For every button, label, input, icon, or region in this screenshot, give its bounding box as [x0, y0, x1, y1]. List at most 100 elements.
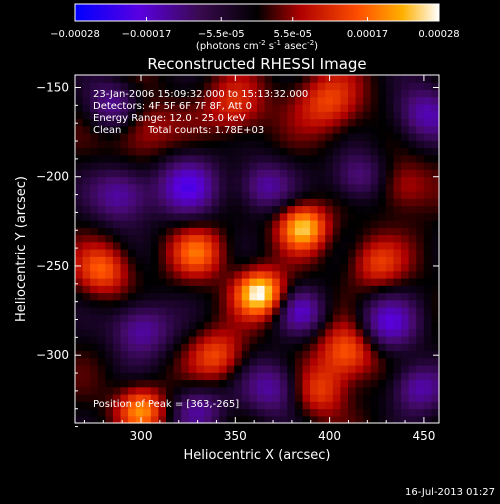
heatmap-cell — [401, 183, 410, 192]
x-tick-label: 400 — [318, 429, 341, 443]
heatmap-cell — [431, 125, 440, 134]
heatmap-cell — [82, 183, 91, 192]
heatmap-cell — [120, 415, 129, 424]
heatmap-cell — [241, 408, 251, 417]
heatmap-cell — [279, 401, 288, 410]
heatmap-cell — [340, 118, 349, 127]
heatmap-cell — [158, 321, 167, 330]
heatmap-cell — [416, 147, 425, 156]
heatmap-cell — [90, 205, 99, 214]
heatmap-cell — [128, 154, 137, 163]
heatmap-cell — [219, 408, 228, 417]
heatmap-cell — [363, 379, 372, 388]
heatmap-cell — [90, 125, 99, 134]
heatmap-cell — [105, 285, 114, 294]
heatmap-cell — [310, 140, 319, 149]
heatmap-cell — [128, 394, 137, 402]
heatmap-cell — [219, 125, 228, 134]
heatmap-cell — [378, 249, 387, 257]
heatmap-cell — [294, 147, 304, 156]
heatmap-cell — [332, 183, 342, 192]
heatmap-cell — [431, 220, 440, 228]
heatmap-cell — [401, 278, 410, 286]
heatmap-cell — [135, 162, 144, 170]
heatmap-cell — [97, 82, 106, 91]
heatmap-cell — [355, 350, 364, 359]
heatmap-cell — [249, 343, 258, 352]
heatmap-cell — [340, 227, 349, 236]
heatmap-cell — [203, 147, 213, 156]
heatmap-cell — [340, 96, 349, 105]
heatmap-cell — [158, 147, 167, 156]
heatmap-cell — [385, 75, 395, 83]
heatmap-cell — [241, 263, 251, 272]
heatmap-cell — [317, 125, 326, 134]
heatmap-cell — [416, 263, 425, 272]
heatmap-cell — [317, 263, 326, 272]
heatmap-cell — [90, 336, 99, 344]
heatmap-cell — [112, 336, 122, 344]
heatmap-cell — [325, 125, 334, 134]
heatmap-cell — [423, 147, 433, 156]
heatmap-cell — [90, 234, 99, 243]
heatmap-cell — [431, 133, 440, 141]
heatmap-cell — [173, 278, 182, 286]
heatmap-cell — [385, 133, 395, 141]
heatmap-cell — [340, 394, 349, 402]
heatmap-cell — [90, 314, 99, 323]
heatmap-cell — [385, 285, 395, 294]
heatmap-cell — [302, 147, 311, 156]
heatmap-cell — [203, 198, 213, 207]
heatmap-cell — [203, 408, 213, 417]
heatmap-cell — [287, 285, 296, 294]
heatmap-cell — [385, 278, 395, 286]
heatmap-cell — [203, 154, 213, 163]
heatmap-cell — [416, 307, 425, 315]
heatmap-cell — [393, 386, 402, 395]
heatmap-cell — [188, 104, 197, 112]
heatmap-cell — [332, 234, 342, 243]
heatmap-cell — [234, 394, 243, 402]
heatmap-cell — [75, 241, 84, 250]
heatmap-cell — [317, 89, 326, 98]
heatmap-cell — [75, 234, 84, 243]
heatmap-cell — [150, 227, 160, 236]
heatmap-cell — [105, 386, 114, 395]
heatmap-cell — [325, 249, 334, 257]
heatmap-cell — [150, 125, 160, 134]
heatmap-cell — [226, 343, 235, 352]
heatmap-cell — [120, 292, 129, 301]
heatmap-cell — [348, 82, 357, 91]
heatmap-cell — [150, 307, 160, 315]
heatmap-cell — [166, 147, 175, 156]
heatmap-cell — [97, 263, 106, 272]
heatmap-cell — [370, 191, 379, 199]
heatmap-cell — [135, 75, 144, 83]
heatmap-cell — [181, 162, 190, 170]
heatmap-cell — [370, 357, 379, 366]
heatmap-cell — [325, 96, 334, 105]
heatmap-cell — [332, 299, 342, 308]
heatmap-cell — [234, 234, 243, 243]
heatmap-cell — [226, 299, 235, 308]
heatmap-cell — [181, 343, 190, 352]
heatmap-cell — [423, 328, 433, 337]
heatmap-cell — [188, 234, 197, 243]
heatmap-cell — [317, 111, 326, 120]
heatmap-cell — [340, 75, 349, 83]
heatmap-cell — [226, 75, 235, 83]
heatmap-cell — [82, 357, 91, 366]
heatmap-cell — [249, 357, 258, 366]
heatmap-cell — [188, 96, 197, 105]
heatmap-cell — [249, 278, 258, 286]
heatmap-cell — [135, 234, 144, 243]
heatmap-cell — [219, 234, 228, 243]
heatmap-cell — [226, 133, 235, 141]
heatmap-cell — [423, 314, 433, 323]
heatmap-cell — [393, 220, 402, 228]
heatmap-cell — [332, 321, 342, 330]
colorbar-frame — [74, 3, 440, 22]
heatmap-cell — [143, 162, 152, 170]
heatmap-cell — [287, 270, 296, 279]
heatmap-cell — [241, 328, 251, 337]
